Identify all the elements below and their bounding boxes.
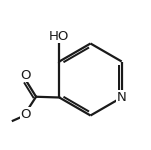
Text: HO: HO xyxy=(49,30,69,42)
Text: N: N xyxy=(117,91,127,104)
Text: O: O xyxy=(21,108,31,120)
Text: O: O xyxy=(20,69,31,81)
